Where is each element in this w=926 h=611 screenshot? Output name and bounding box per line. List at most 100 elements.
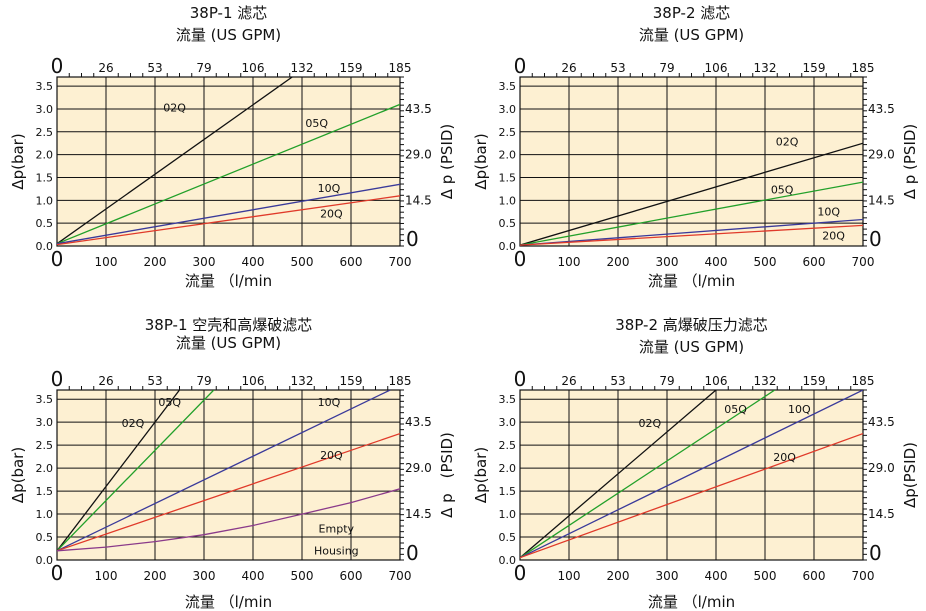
series-label: 02Q: [163, 101, 186, 114]
y-tick-label: 2.0: [499, 462, 517, 475]
x-tick-label: 700: [389, 255, 412, 269]
right-tick-label: 0: [869, 227, 882, 251]
top-tick-label: 159: [340, 61, 363, 75]
series-label: 10Q: [318, 182, 341, 195]
top-tick-label: 106: [242, 374, 265, 388]
series-label: 02Q: [776, 136, 799, 149]
series-label: 05Q: [771, 183, 794, 196]
x-tick-label: 400: [705, 255, 728, 269]
y-tick-label: 1.5: [499, 485, 517, 498]
y-tick-label: 2.5: [36, 126, 54, 139]
series-label: 05Q: [158, 396, 181, 409]
y-tick-label: 1.5: [36, 171, 54, 184]
series-label: 20Q: [822, 230, 845, 243]
top-tick-label: 185: [389, 374, 412, 388]
chart-title: 38P-1 空壳和高爆破滤芯: [145, 316, 313, 334]
x-tick-label: 700: [389, 569, 412, 583]
x-tick-label: 400: [242, 569, 265, 583]
top-tick-label: 26: [561, 61, 576, 75]
right-tick-label: 29.0: [868, 461, 895, 475]
series-line-02q: [57, 77, 293, 245]
top-axis-title: 流量 (US GPM): [176, 26, 281, 44]
x-axis-title: 流量 （l/min: [648, 272, 735, 290]
y-tick-label: 3.0: [36, 416, 54, 429]
x-tick-label: 200: [607, 255, 630, 269]
y-tick-label: 1.0: [499, 508, 517, 521]
y-axis-title: Δp(bar): [9, 447, 27, 503]
top-tick-label: 26: [561, 374, 576, 388]
y-tick-label: 2.0: [36, 149, 54, 162]
x-tick-label: 100: [558, 569, 581, 583]
y-axis-title: Δp(bar): [9, 133, 27, 189]
right-tick-label: 0: [406, 541, 419, 565]
right-tick-label: 14.5: [405, 507, 432, 521]
top-axis-title: 流量 (US GPM): [639, 26, 744, 44]
right-tick-label: 43.5: [868, 415, 895, 429]
y-tick-label: 2.0: [36, 462, 54, 475]
top-tick-label: 106: [705, 61, 728, 75]
top-tick-label: 79: [196, 374, 211, 388]
top-tick-label: 53: [147, 374, 162, 388]
right-tick-label: 0: [869, 541, 882, 565]
series-line-20q: [57, 432, 400, 552]
y-tick-label: 3.5: [499, 80, 517, 93]
y-tick-label: 3.5: [36, 80, 54, 93]
series-label: 05Q: [305, 117, 328, 130]
x-tick-label: 600: [340, 569, 363, 583]
top-tick-label: 132: [754, 374, 777, 388]
top-axis-title: 流量 (US GPM): [176, 334, 281, 352]
top-tick-label: 26: [98, 61, 113, 75]
x-tick-label: 600: [803, 569, 826, 583]
series-label: 10Q: [817, 205, 840, 218]
x-tick-label: 200: [607, 569, 630, 583]
series-label: 02Q: [639, 417, 662, 430]
series-line-02q: [520, 390, 717, 559]
x-tick-label: 100: [558, 255, 581, 269]
top-tick-label: 0: [51, 54, 64, 78]
x-tick-label: 200: [144, 255, 167, 269]
chart-title: 38P-2 高爆破压力滤芯: [615, 316, 768, 334]
top-tick-label: 53: [610, 374, 625, 388]
right-tick-label: 29.0: [405, 461, 432, 475]
right-tick-label: 43.5: [405, 102, 432, 116]
x-tick-label: 600: [803, 255, 826, 269]
y-tick-label: 1.5: [36, 485, 54, 498]
y-axis-title-right: Δ p (PSID): [438, 124, 456, 200]
x-tick-label: 100: [95, 255, 118, 269]
y-axis-title-right: Δp(PSID): [901, 442, 919, 508]
series-line-05q: [520, 181, 863, 246]
y-axis-title: Δp(bar): [472, 133, 490, 189]
x-tick-label: 300: [193, 569, 216, 583]
top-tick-label: 159: [803, 374, 826, 388]
x-tick-label: 400: [242, 255, 265, 269]
top-tick-label: 0: [514, 54, 527, 78]
y-tick-label: 0.5: [36, 531, 54, 544]
top-tick-label: 53: [610, 61, 625, 75]
top-tick-label: 0: [51, 367, 64, 391]
top-tick-label: 132: [291, 374, 314, 388]
top-tick-label: 159: [803, 61, 826, 75]
series-line-20q: [520, 432, 863, 559]
x-tick-label: 0: [514, 247, 527, 271]
top-tick-label: 185: [852, 61, 875, 75]
y-tick-label: 3.0: [499, 416, 517, 429]
top-tick-label: 159: [340, 374, 363, 388]
series-line-10q: [520, 390, 863, 559]
top-tick-label: 26: [98, 374, 113, 388]
right-tick-label: 29.0: [868, 148, 895, 162]
y-tick-label: 1.0: [36, 194, 54, 207]
x-axis-title: 流量 （l/min: [185, 593, 272, 611]
chart-title: 38P-2 滤芯: [653, 4, 731, 22]
y-tick-label: 2.0: [499, 149, 517, 162]
y-tick-label: 0.5: [499, 531, 517, 544]
top-tick-label: 0: [514, 367, 527, 391]
series-label: Housing: [314, 544, 359, 557]
top-tick-label: 185: [389, 61, 412, 75]
series-line-05q: [57, 390, 215, 552]
right-tick-label: 43.5: [405, 415, 432, 429]
series-line-05q: [57, 103, 400, 245]
x-tick-label: 0: [51, 561, 64, 585]
x-tick-label: 200: [144, 569, 167, 583]
